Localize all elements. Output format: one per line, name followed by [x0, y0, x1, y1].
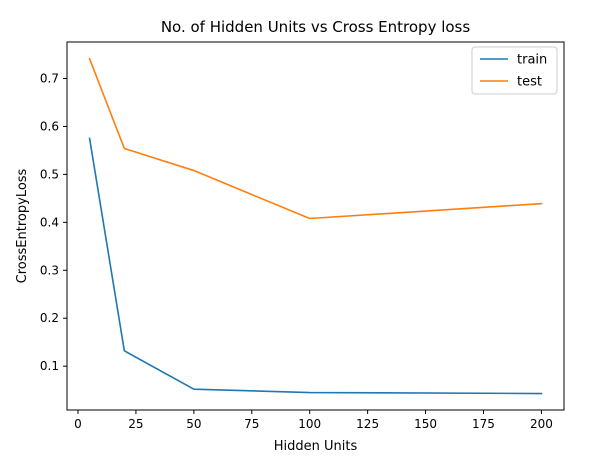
- y-axis-label: CrossEntropyLoss: [15, 168, 30, 283]
- y-tick-label: 0.1: [40, 359, 59, 373]
- legend-label-test: test: [517, 75, 542, 90]
- y-tick-label: 0.4: [40, 215, 59, 229]
- x-tick-label: 150: [414, 417, 437, 431]
- x-axis-ticks: 0 25 50 75 100 125 150 175 200: [74, 410, 553, 431]
- y-tick-label: 0.6: [40, 119, 59, 133]
- y-tick-label: 0.2: [40, 311, 59, 325]
- x-axis-label: Hidden Units: [274, 439, 358, 454]
- x-tick-label: 175: [472, 417, 495, 431]
- chart-title: No. of Hidden Units vs Cross Entropy los…: [161, 18, 471, 36]
- y-axis-ticks: 0.1 0.2 0.3 0.4 0.5 0.6 0.7: [40, 71, 67, 373]
- x-tick-label: 75: [244, 417, 259, 431]
- plot-area: [66, 41, 565, 411]
- x-tick-label: 125: [356, 417, 379, 431]
- y-tick-label: 0.7: [40, 71, 59, 85]
- x-tick-label: 0: [74, 417, 82, 431]
- axes-frame: [66, 41, 565, 411]
- series-line-test: [88, 57, 543, 220]
- series-line-train: [88, 137, 543, 395]
- x-tick-label: 25: [128, 417, 143, 431]
- series-layer: [88, 57, 543, 395]
- legend: train test: [471, 46, 558, 95]
- y-tick-label: 0.3: [40, 263, 59, 277]
- x-tick-label: 50: [186, 417, 201, 431]
- x-tick-label: 200: [530, 417, 553, 431]
- x-tick-label: 100: [298, 417, 321, 431]
- legend-label-train: train: [517, 53, 547, 68]
- y-tick-label: 0.5: [40, 167, 59, 181]
